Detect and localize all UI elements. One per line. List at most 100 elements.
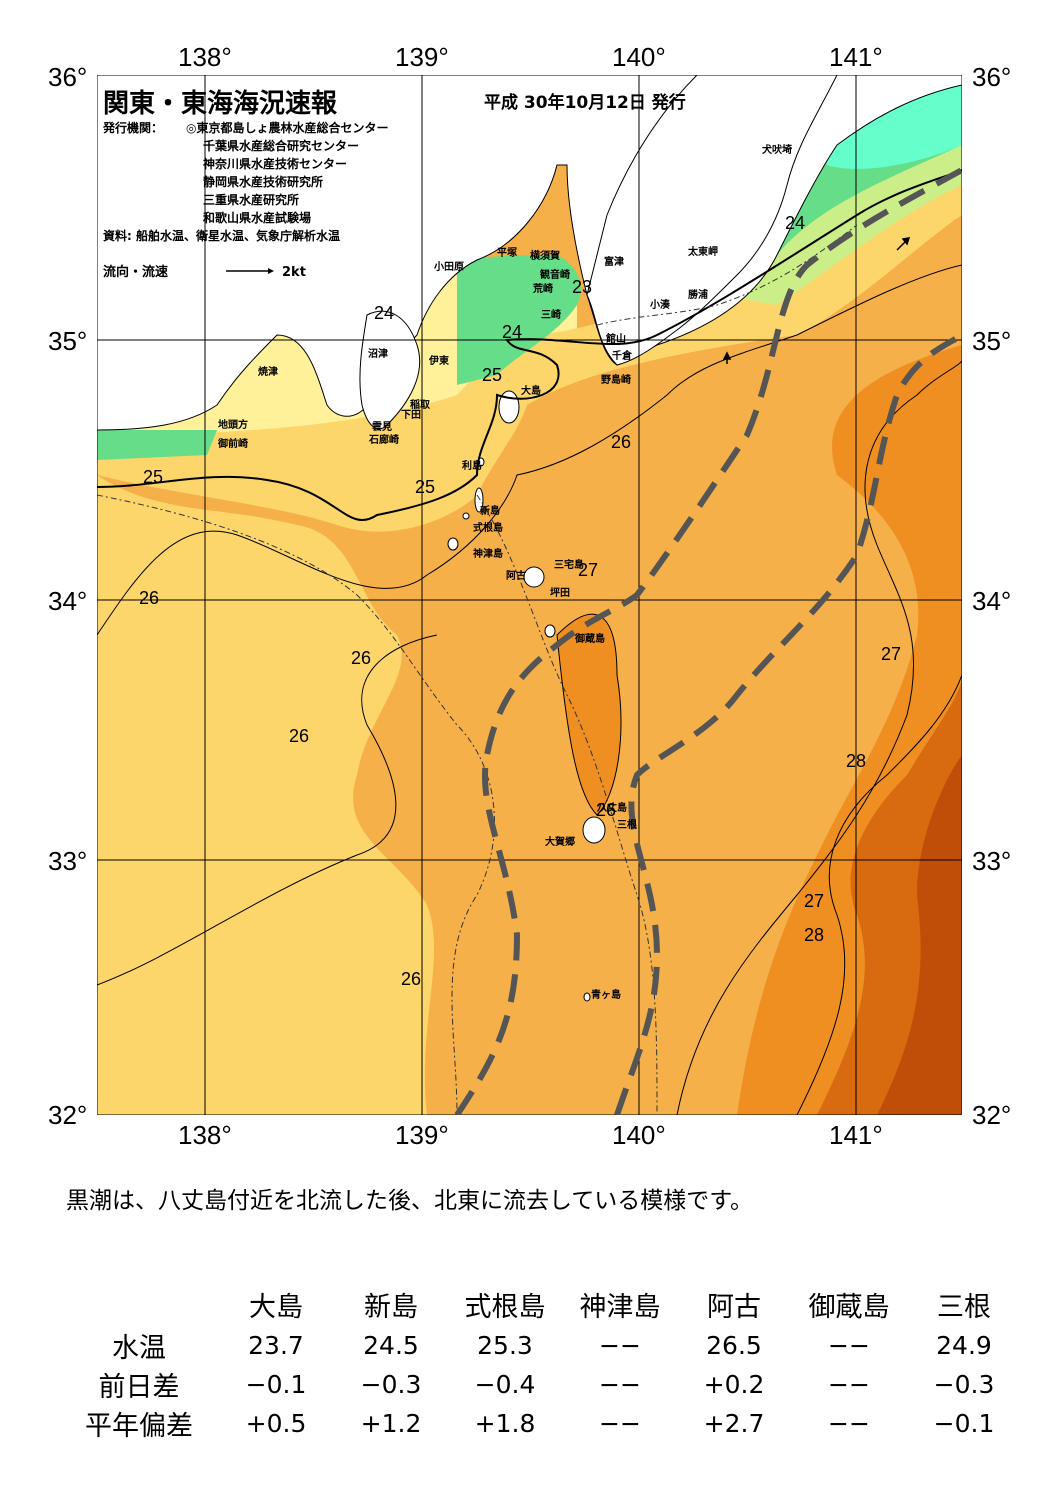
island-aogashima [583, 992, 591, 1002]
isotherm-label: 25 [143, 467, 164, 487]
place-label: 大賀郷 [545, 837, 575, 848]
place-label: 大島 [521, 386, 541, 397]
island-kozushima [447, 537, 459, 551]
legend-label: 流向・流速 [103, 265, 169, 280]
table-cell: −0.1 [245, 1370, 307, 1399]
table-row: 前日差 −0.1 −0.3 −0.4 −− +0.2 −− −0.3 [60, 1365, 1020, 1404]
lon-label-bottom-141: 141° [829, 1120, 883, 1150]
place-label: 勝浦 [688, 290, 708, 301]
table-cell: +0.2 [703, 1370, 765, 1399]
place-label: 伊東 [429, 356, 449, 367]
place-label: 神津島 [473, 549, 503, 560]
place-label: 小湊 [650, 300, 670, 311]
place-label: 沼津 [368, 349, 388, 360]
table-cell: +1.8 [474, 1409, 536, 1438]
publisher-item: ◎東京都島しょ農林水産総合センター [186, 121, 389, 135]
place-label: 三宅島 [554, 560, 584, 571]
lat-label-left-32: 32° [48, 1100, 88, 1130]
place-label: 地頭方 [218, 420, 248, 431]
table-cell: +1.2 [360, 1409, 422, 1438]
table-cell: 25.3 [477, 1331, 533, 1360]
publisher-item: 三重県水産研究所 [203, 193, 300, 207]
isotherm-label: 26 [401, 969, 422, 989]
island-miyakejima [523, 566, 545, 588]
lon-label-top-140: 140° [612, 42, 666, 72]
col-header: 式根島 [464, 1291, 546, 1323]
table-cell: 23.7 [248, 1331, 304, 1360]
place-label: 雲見 [372, 422, 392, 433]
island-hachijojima [582, 816, 606, 844]
table-cell: −− [828, 1409, 870, 1438]
isotherm-label: 26 [611, 432, 632, 452]
lat-label-right-36: 36° [972, 62, 1012, 92]
lon-label-bottom-138: 138° [178, 1120, 232, 1150]
table-cell: −0.4 [474, 1370, 536, 1399]
place-label: 新島 [480, 506, 500, 517]
row-label: 平年偏差 [85, 1411, 193, 1442]
place-label: 式根島 [473, 523, 503, 534]
table-cell: −− [599, 1331, 641, 1360]
col-header: 大島 [249, 1291, 303, 1323]
isotherm-label: 25 [482, 365, 503, 385]
place-label: 太東岬 [688, 247, 718, 258]
island-temperature-table: 大島 新島 式根島 神津島 阿古 御蔵島 三根 水温 23.7 24.5 25.… [60, 1282, 1020, 1443]
table-cell: 24.9 [936, 1331, 992, 1360]
island-shikinejima [462, 512, 470, 520]
isotherm-label: 27 [804, 891, 825, 911]
publisher-label: 発行機関： [103, 121, 164, 135]
isotherm-label: 23 [572, 277, 593, 297]
table-cell: +0.5 [245, 1409, 307, 1438]
legend-arrow-icon [226, 268, 274, 274]
place-label: 焼津 [258, 367, 278, 378]
place-label: 青ヶ島 [591, 990, 621, 1001]
place-label: 館山 [606, 334, 626, 345]
table-row: 水温 23.7 24.5 25.3 −− 26.5 −− 24.9 [60, 1326, 1020, 1365]
isotherm-label: 25 [415, 477, 436, 497]
isotherm-label: 28 [804, 925, 825, 945]
table-cell: −− [828, 1370, 870, 1399]
lat-label-right-35: 35° [972, 326, 1012, 356]
publisher-item: 神奈川県水産技術センター [203, 157, 348, 171]
isotherm-label: 24 [785, 213, 806, 233]
data-sources: 資料: 船舶水温、衛星水温、気象庁解析水温 [103, 229, 340, 243]
place-label: 石廊崎 [369, 435, 399, 446]
map-title: 関東・東海海況速報 [103, 89, 338, 119]
issue-date: 平成 30年10月12日 発行 [484, 93, 686, 113]
lat-label-right-32: 32° [972, 1100, 1012, 1130]
table-cell: −− [599, 1370, 641, 1399]
isotherm-label: 26 [351, 648, 372, 668]
isotherm-label: 26 [139, 588, 160, 608]
table-cell: −0.3 [933, 1370, 995, 1399]
table-cell: −− [828, 1331, 870, 1360]
island-niijima [474, 487, 484, 513]
place-label: 御前崎 [218, 439, 248, 450]
publisher-item: 静岡県水産技術研究所 [203, 175, 324, 189]
lon-label-top-141: 141° [829, 42, 883, 72]
table-row: 平年偏差 +0.5 +1.2 +1.8 −− +2.7 −− −0.1 [60, 1404, 1020, 1443]
lon-label-top-139: 139° [395, 42, 449, 72]
table-cell: 26.5 [706, 1331, 762, 1360]
lon-label-bottom-139: 139° [395, 1120, 449, 1150]
place-label: 荒崎 [533, 284, 553, 295]
place-label: 三崎 [541, 310, 561, 321]
place-label: 横須賀 [530, 251, 560, 262]
place-label: 平塚 [497, 248, 517, 259]
isotherm-label: 26 [596, 800, 617, 820]
kuroshio-axis [614, 332, 962, 1115]
lat-label-right-34: 34° [972, 586, 1012, 616]
table-cell: +2.7 [703, 1409, 765, 1438]
place-label: 阿古 [506, 571, 526, 582]
isotherm-label: 27 [578, 560, 599, 580]
lon-label-top-138: 138° [178, 42, 232, 72]
place-label: 富津 [604, 257, 624, 268]
publisher-item: 千葉県水産総合研究センター [203, 139, 360, 153]
table-cell: −0.1 [933, 1409, 995, 1438]
col-header: 御蔵島 [808, 1291, 890, 1323]
col-header: 新島 [364, 1291, 418, 1323]
lat-label-left-35: 35° [48, 326, 88, 356]
isotherm-label: 28 [846, 751, 867, 771]
place-label: 坪田 [550, 588, 570, 599]
place-label: 八丈島 [597, 803, 627, 814]
place-label: 犬吠埼 [762, 145, 792, 156]
place-label: 小田原 [434, 262, 464, 273]
